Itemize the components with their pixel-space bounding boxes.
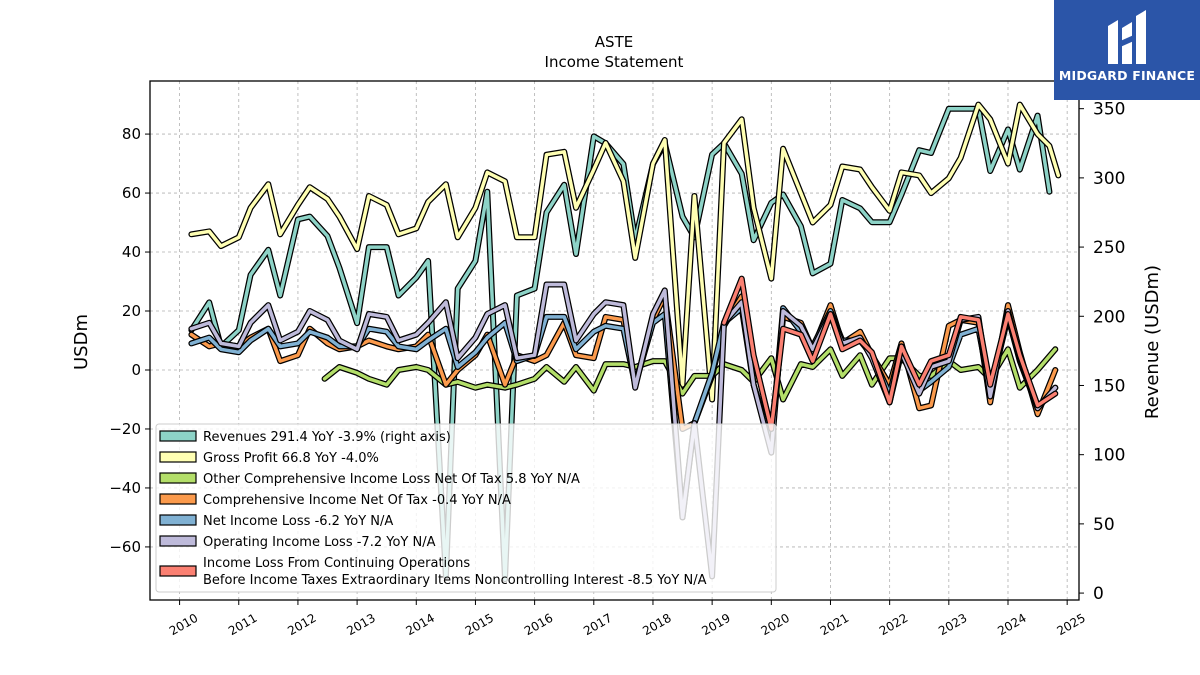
- legend-swatch: [159, 565, 197, 577]
- y-tick-label: 60: [122, 184, 141, 202]
- y-tick-label: −60: [109, 538, 141, 556]
- legend-label: Income Loss From Continuing Operations: [203, 556, 470, 571]
- legend-swatch: [159, 451, 197, 463]
- legend-label: Net Income Loss -6.2 YoY N/A: [203, 514, 393, 529]
- x-tick-label: 2023: [936, 611, 969, 638]
- y-right-tick-label: 50: [1093, 515, 1115, 535]
- x-tick-label: 2011: [226, 611, 259, 638]
- legend-swatch: [159, 535, 197, 547]
- x-tick-label: 2019: [699, 611, 732, 638]
- legend-swatch: [159, 430, 197, 442]
- plot-frame: [149, 80, 1080, 601]
- x-tick-label: 2020: [759, 611, 792, 638]
- x-tick-label: 2024: [995, 611, 1028, 638]
- x-tick-label: 2017: [581, 611, 614, 638]
- y-tick-label: −20: [109, 420, 141, 438]
- brand-name: MIDGARD FINANCE: [1058, 68, 1196, 83]
- series-1-line: [189, 102, 1061, 402]
- brand-mark-icon: [1108, 10, 1146, 64]
- y-tick-label: −40: [109, 479, 141, 497]
- x-tick-label: 2025: [1054, 611, 1087, 638]
- legend: Revenues 291.4 YoY -3.9% (right axis) Gro…: [155, 423, 777, 593]
- y-tick-label: 0: [131, 361, 141, 379]
- legend-swatch: [159, 514, 197, 526]
- y-axis-label: USDm: [71, 314, 92, 370]
- y-right-tick-label: 350: [1093, 100, 1125, 120]
- y-right-tick-label: 200: [1093, 307, 1125, 327]
- y-right-tick-label: 250: [1093, 238, 1125, 258]
- y-axis-right-label: Revenue (USDm): [1142, 265, 1163, 419]
- legend-swatch: [159, 472, 197, 484]
- x-tick-label: 2016: [522, 611, 555, 638]
- series-0-line: [189, 106, 1052, 581]
- x-tick-label: 2022: [877, 611, 910, 638]
- legend-swatch: [159, 493, 197, 505]
- y-right-tick-label: 0: [1093, 584, 1104, 604]
- chart-title: ASTE: [595, 33, 633, 51]
- y-right-tick-label: 100: [1093, 446, 1125, 466]
- legend-label: Gross Profit 66.8 YoY -4.0%: [203, 451, 379, 466]
- brand-logo: MIDGARD FINANCE: [1054, 0, 1200, 100]
- x-tick-label: 2014: [404, 611, 437, 638]
- x-tick-label: 2012: [285, 611, 318, 638]
- legend-label: Operating Income Loss -7.2 YoY N/A: [203, 535, 436, 550]
- y-right-tick-label: 300: [1093, 169, 1125, 189]
- series-layer: [188, 101, 1062, 583]
- x-tick-label: 2013: [344, 611, 377, 638]
- y-tick-label: 80: [122, 125, 141, 143]
- x-tick-label: 2015: [463, 611, 496, 638]
- legend-label: Before Income Taxes Extraordinary Items …: [203, 573, 707, 588]
- y-tick-label: 40: [122, 243, 141, 261]
- legend-label: Comprehensive Income Net Of Tax -0.4 YoY…: [203, 493, 511, 508]
- x-tick-label: 2010: [167, 611, 200, 638]
- x-tick-label: 2021: [818, 611, 851, 638]
- series-6-line: [722, 276, 1058, 431]
- y-right-tick-label: 150: [1093, 376, 1125, 396]
- chart-subtitle: Income Statement: [545, 53, 684, 71]
- legend-label: Other Comprehensive Income Loss Net Of T…: [203, 472, 580, 487]
- legend-label: Revenues 291.4 YoY -3.9% (right axis): [203, 430, 451, 445]
- legend-box: [155, 423, 777, 593]
- x-tick-label: 2018: [640, 611, 673, 638]
- y-tick-label: 20: [122, 302, 141, 320]
